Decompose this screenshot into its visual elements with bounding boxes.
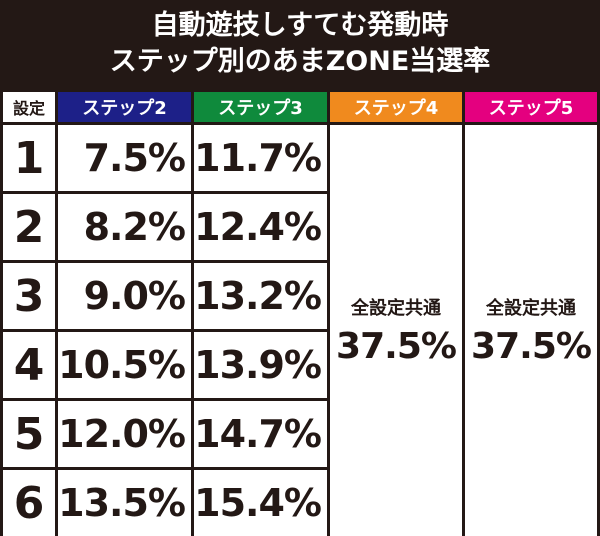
table: 設定 ステップ2 ステップ3 ステップ4 ステップ5 1 7.5% 11.7% 2 8.2% 12.… [3, 92, 597, 536]
row-header: 6 [3, 470, 55, 536]
cell: 13.9% [194, 332, 327, 398]
cell: 13.2% [194, 263, 327, 329]
cell: 15.4% [194, 470, 327, 536]
cell: 14.7% [194, 401, 327, 467]
cell: 8.2% [58, 194, 191, 260]
cell: 10.5% [58, 332, 191, 398]
column-header: ステップ2 [58, 92, 191, 122]
row-header: 4 [3, 332, 55, 398]
merged-value: 37.5% [471, 326, 592, 367]
cell: 12.4% [194, 194, 327, 260]
column-header: ステップ4 [330, 92, 462, 122]
row-header: 3 [3, 263, 55, 329]
column-header: ステップ3 [194, 92, 327, 122]
cell: 9.0% [58, 263, 191, 329]
cell: 13.5% [58, 470, 191, 536]
cell: 7.5% [58, 125, 191, 191]
title-line: 自動遊技しすてむ発動時 [151, 10, 449, 41]
title-line: ステップ別のあまZONE当選率 [109, 46, 491, 77]
row-header: 2 [3, 194, 55, 260]
column-header: 設定 [3, 92, 55, 122]
merged-cell: 全設定共通 37.5% [330, 125, 462, 536]
merged-label: 全設定共通 [486, 298, 576, 319]
row-header: 1 [3, 125, 55, 191]
cell: 12.0% [58, 401, 191, 467]
row-header: 5 [3, 401, 55, 467]
merged-value: 37.5% [336, 326, 457, 367]
merged-cell: 全設定共通 37.5% [465, 125, 597, 536]
title: 自動遊技しすてむ発動時 ステップ別のあまZONE当選率 [0, 0, 600, 88]
merged-label: 全設定共通 [351, 298, 441, 319]
cell: 11.7% [194, 125, 327, 191]
column-header: ステップ5 [465, 92, 597, 122]
